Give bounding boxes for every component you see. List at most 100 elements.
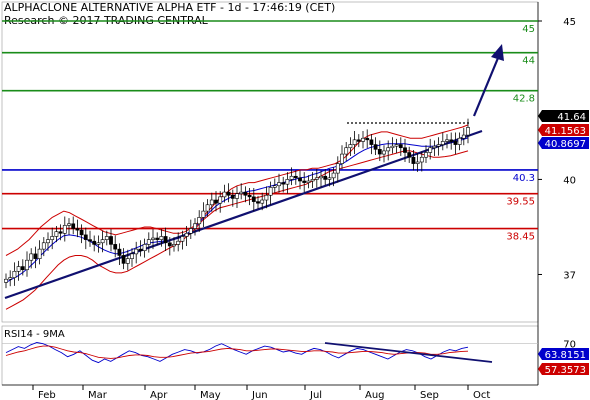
chart-title: ALPHACLONE ALTERNATIVE ALPHA ETF - 1d - … xyxy=(4,1,336,14)
candle-body xyxy=(71,223,76,229)
candle-body xyxy=(436,144,441,147)
candle-body xyxy=(41,242,46,250)
candle-body xyxy=(226,191,231,196)
candle-body xyxy=(306,180,311,183)
price-badge-label-2: 40.8697 xyxy=(545,139,586,150)
candle-body xyxy=(12,271,17,278)
candle-body xyxy=(356,139,361,142)
candle-body xyxy=(440,141,445,145)
candle-body xyxy=(281,182,286,185)
price-badge-label-1: 41.1563 xyxy=(545,126,586,137)
candle-body xyxy=(243,191,248,196)
candle-body xyxy=(121,255,126,264)
candle-body xyxy=(33,253,38,259)
candle-body xyxy=(62,225,67,234)
candle-body xyxy=(197,217,202,225)
candle-body xyxy=(29,253,34,261)
candle-body xyxy=(323,175,328,180)
candle-body xyxy=(411,156,416,164)
candle-body xyxy=(386,147,391,152)
candle-body xyxy=(390,145,395,149)
candle-body xyxy=(331,172,336,179)
candle-body xyxy=(335,163,340,174)
candle-body xyxy=(193,223,197,229)
x-tick-label: Apr xyxy=(150,390,168,400)
candle-body xyxy=(260,199,265,204)
candle-body xyxy=(125,258,130,264)
candle-body xyxy=(272,185,277,188)
bollinger-lower-band xyxy=(5,150,469,310)
candle-body xyxy=(113,244,118,250)
price-panel-frame xyxy=(1,1,539,323)
candle-body xyxy=(130,253,134,259)
candle-body xyxy=(146,239,151,245)
candle-body xyxy=(180,236,185,242)
candle-body xyxy=(352,139,357,145)
price-badge-0 xyxy=(538,110,589,122)
candle-body xyxy=(230,194,235,199)
x-tick-label: Aug xyxy=(365,390,385,400)
candle-body xyxy=(415,161,420,164)
level-label-5: 38.45 xyxy=(506,232,535,243)
level-label-3: 40.3 xyxy=(513,173,535,184)
candle-body xyxy=(461,134,466,139)
candle-body xyxy=(424,152,428,158)
candle-body xyxy=(67,223,71,226)
candle-body xyxy=(432,145,437,149)
candle-body xyxy=(314,177,319,180)
candle-body xyxy=(268,187,273,196)
candle-body xyxy=(75,228,80,231)
candle-body xyxy=(4,278,8,283)
price-badge-label-0: 41.64 xyxy=(557,112,586,123)
candle-body xyxy=(155,237,160,240)
candle-body xyxy=(344,147,349,155)
candle-body xyxy=(88,239,92,242)
candle-body xyxy=(298,177,302,182)
candle-body xyxy=(142,244,147,252)
candle-body xyxy=(104,236,109,240)
candle-body xyxy=(251,196,256,202)
projection-arrow-head xyxy=(491,44,504,61)
candle-body xyxy=(151,237,155,240)
candle-body xyxy=(109,236,113,245)
candle-body xyxy=(428,147,433,153)
projection-arrow xyxy=(472,57,500,117)
candle-body xyxy=(449,139,454,142)
candle-body xyxy=(310,179,315,182)
candle-body xyxy=(361,137,365,142)
price-badge-2 xyxy=(538,137,589,149)
candle-body xyxy=(117,248,122,256)
rsi-y-tick-label: 70 xyxy=(563,340,576,351)
rsi-badge-1 xyxy=(538,363,589,375)
level-label-2: 42.8 xyxy=(513,94,535,105)
price-badge-1 xyxy=(538,124,589,136)
candle-body xyxy=(277,182,281,187)
level-label-4: 39.55 xyxy=(506,197,535,208)
support-trendline xyxy=(4,129,483,300)
candle-body xyxy=(58,231,63,234)
candle-body xyxy=(394,144,399,147)
candle-body xyxy=(20,266,25,271)
candle-body xyxy=(293,175,298,179)
candle-body xyxy=(16,266,21,272)
candle-body xyxy=(382,150,386,155)
rsi-panel-frame xyxy=(1,325,539,386)
x-tick-label: Jul xyxy=(309,390,322,400)
rsi-divergence-trendline xyxy=(324,342,493,363)
candle-body xyxy=(327,177,332,180)
candle-body xyxy=(348,144,353,149)
candle-body xyxy=(373,144,378,150)
candle-body xyxy=(247,194,252,198)
y-tick-label: 37 xyxy=(563,270,576,281)
candle-body xyxy=(37,248,42,259)
candle-body xyxy=(54,231,59,237)
candle-body xyxy=(235,193,239,199)
rsi-badge-label-1: 57.3573 xyxy=(545,365,586,376)
candle-body xyxy=(96,242,101,245)
candle-body xyxy=(92,240,97,245)
candle-body xyxy=(138,248,143,252)
x-tick-label: Mar xyxy=(88,390,108,400)
candle-body xyxy=(184,232,189,237)
